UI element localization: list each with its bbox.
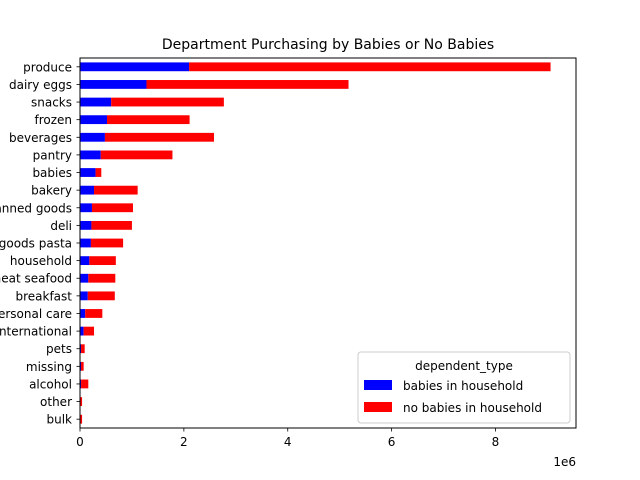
bar-babies-pets [80,344,82,354]
bar-no-babies-household [89,256,116,266]
legend-swatch-no-babies [364,402,392,412]
bar-no-babies-missing [81,361,84,371]
y-tick-label: deli [50,219,72,233]
y-axis-ticks: produce dairy eggs snacks frozen beverages pa… [0,60,80,427]
y-tick-label: personal care [0,307,72,321]
bar-babies-bakery [80,185,95,195]
bar-babies-produce [80,62,190,72]
y-tick-label: dry goods pasta [0,237,72,251]
x-tick-label: 4 [284,435,292,449]
y-tick-label: alcohol [29,377,72,391]
bar-no-babies-breakfast [87,291,115,301]
bar-no-babies-dairy-eggs [146,80,349,89]
x-tick-label: 2 [180,435,188,449]
y-tick-label: pets [46,342,72,356]
bar-no-babies-dry-goods-pasta [90,238,124,248]
y-tick-label: dairy eggs [9,78,72,92]
y-tick-label: canned goods [0,201,72,215]
bar-no-babies-deli [91,220,132,230]
y-tick-label: bulk [46,413,72,427]
bar-no-babies-beverages [104,132,214,142]
y-tick-label: frozen [34,113,72,127]
bar-babies-alcohol [80,379,82,389]
bar-no-babies-pantry [100,150,173,160]
bar-babies-meat-seafood [80,273,89,283]
bar-babies-household [80,256,90,266]
y-tick-label: pantry [33,148,72,162]
bar-babies-frozen [80,115,108,125]
bar-no-babies-babies [95,168,102,177]
bar-no-babies-snacks [111,97,224,107]
bar-babies-dairy-eggs [80,80,147,89]
y-tick-label: babies [32,166,72,180]
bar-no-babies-frozen [107,115,190,125]
bar-no-babies-bakery [94,185,138,195]
y-tick-label: bakery [31,184,72,198]
bar-no-babies-personal-care [85,309,103,318]
bar-no-babies-alcohol [81,379,89,389]
chart-title: Department Purchasing by Babies or No Ba… [162,37,494,53]
y-tick-label: international [0,325,72,339]
bar-babies-pantry [80,150,101,160]
bar-babies-canned-goods [80,203,92,213]
x-tick-label: 6 [388,435,396,449]
y-tick-label: missing [26,360,72,374]
bar-babies-dry-goods-pasta [80,238,91,248]
bar-babies-babies [80,168,96,177]
y-tick-label: other [40,395,72,409]
legend: dependent_type babies in household no ba… [357,351,571,424]
y-tick-label: breakfast [15,289,72,303]
bars-layer [80,62,551,424]
legend-label-babies: babies in household [403,379,523,393]
bar-no-babies-meat-seafood [88,273,116,283]
bar-no-babies-other [80,397,83,406]
y-tick-label: beverages [9,131,72,145]
bar-babies-personal-care [80,309,86,318]
bar-no-babies-canned-goods [91,203,133,213]
bar-babies-deli [80,220,92,230]
legend-label-no-babies: no babies in household [403,401,542,415]
y-tick-label: meat seafood [0,272,72,286]
x-axis-scale-label: 1e6 [553,455,576,469]
bar-no-babies-bulk [80,414,83,424]
x-tick-label: 8 [492,435,500,449]
bar-babies-missing [80,361,82,371]
bar-babies-breakfast [80,291,88,301]
x-tick-label: 0 [76,435,84,449]
bar-no-babies-international [83,326,95,336]
bar-no-babies-pets [81,344,85,354]
axes-frame [79,57,577,429]
legend-title: dependent_type [415,359,513,373]
y-tick-label: snacks [31,96,72,110]
legend-box [357,351,571,424]
y-tick-label: produce [23,60,72,74]
bar-babies-snacks [80,97,112,107]
y-tick-label: household [10,254,72,268]
bar-no-babies-produce [189,62,551,72]
bar-babies-beverages [80,132,105,142]
bar-babies-international [80,326,84,336]
x-axis-ticks: 0 2 4 6 8 [76,428,499,449]
legend-swatch-babies [364,380,392,390]
